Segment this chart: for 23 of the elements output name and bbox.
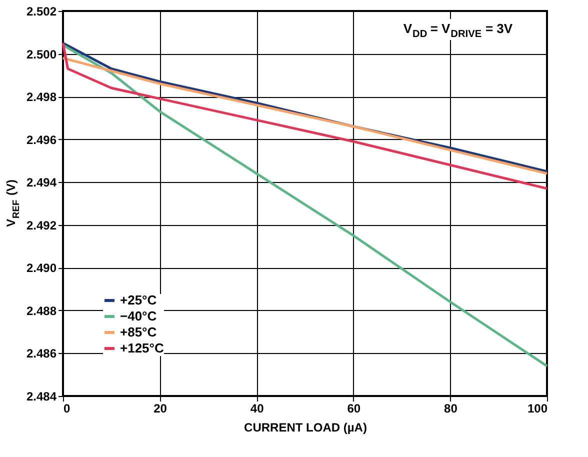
y-tick-label: 2.498 — [26, 90, 57, 104]
y-tick-label: 2.502 — [26, 4, 57, 18]
x-tick-label: 100 — [527, 402, 548, 416]
y-tick-label: 2.500 — [26, 47, 57, 62]
y-tick-label: 2.492 — [26, 218, 57, 232]
y-tick-label: 2.496 — [26, 132, 57, 147]
x-axis-title: CURRENT LOAD (µA) — [244, 420, 367, 434]
x-tick-label: 60 — [347, 402, 361, 416]
y-tick-label: 2.484 — [26, 390, 57, 404]
legend-label: +25°C — [120, 292, 158, 308]
y-axis-title: VREF (V) — [4, 180, 21, 227]
y-tick-label: 2.494 — [26, 176, 57, 190]
legend-label: −40°C — [120, 308, 158, 324]
y-tick-label: 2.486 — [26, 346, 57, 361]
x-tick-label: 40 — [250, 402, 264, 416]
line-series — [62, 44, 548, 368]
x-tick-label: 80 — [444, 402, 458, 416]
y-tick-label: 2.490 — [26, 261, 57, 276]
x-tick-label: 0 — [64, 402, 70, 416]
legend-label: +125°C — [120, 340, 164, 356]
legend-label: +85°C — [120, 324, 158, 340]
y-tick-label: 2.488 — [26, 304, 57, 318]
x-tick-label: 20 — [154, 402, 168, 416]
